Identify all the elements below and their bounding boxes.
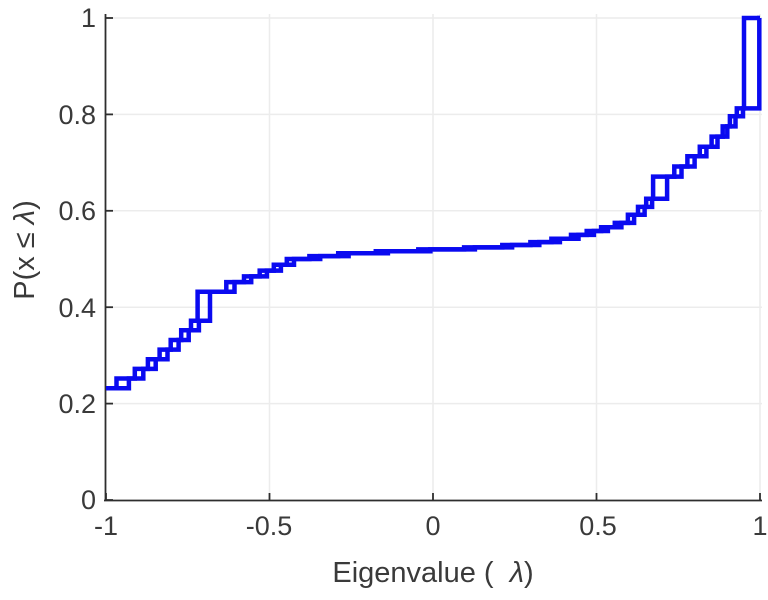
y-tick-label: 1 [80,3,96,33]
y-axis-label-text: P(x [9,248,41,300]
y-tick-label: 0.6 [58,196,96,226]
x-tick-label: 0.5 [579,511,617,541]
y-axis-label-close: ) [9,200,41,210]
x-axis-label: Eigenvalue ( λ) [273,556,593,590]
ecdf-curve-2 [106,15,762,391]
y-tick-label: 0.8 [58,100,96,130]
y-tick-label: 0 [80,485,96,515]
x-tick-label: 1 [752,511,768,541]
x-axis-label-close: ) [523,557,534,589]
x-tick-label: 0 [425,511,441,541]
x-tick-label: -1 [93,511,118,541]
y-axis-label: P(x ≤ λ) [8,145,42,355]
y-tick-label: 0.4 [58,293,96,323]
y-tick-label: 0.2 [58,389,96,419]
x-axis-label-text: Eigenvalue ( [332,557,510,589]
x-tick-label: -0.5 [245,511,293,541]
leq-symbol: ≤ [9,232,41,249]
lambda-symbol: λ [9,209,41,225]
lambda-symbol: λ [509,557,524,589]
